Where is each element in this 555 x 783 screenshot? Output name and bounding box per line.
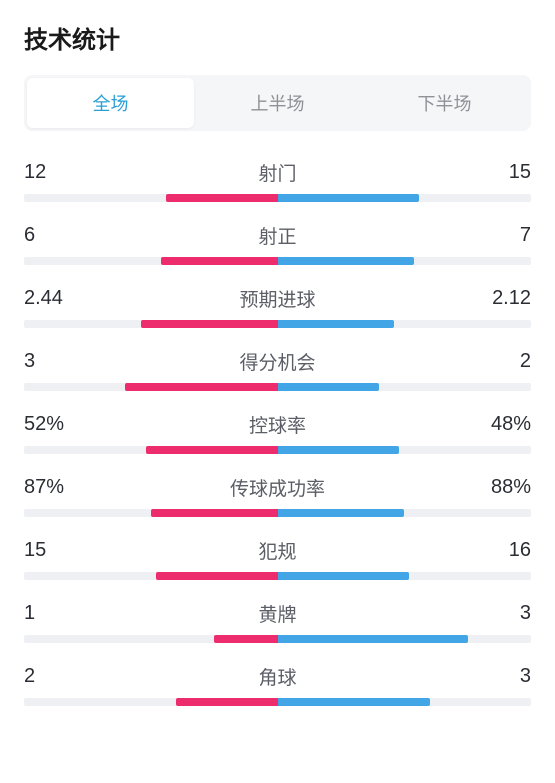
stat-row: 12射门15 bbox=[24, 159, 531, 202]
stat-label: 预期进球 bbox=[84, 285, 471, 312]
stat-bar bbox=[24, 257, 531, 265]
stat-right-value: 3 bbox=[471, 665, 531, 688]
stat-label: 角球 bbox=[84, 663, 471, 690]
stat-header: 12射门15 bbox=[24, 159, 531, 186]
stat-label: 控球率 bbox=[84, 411, 471, 438]
stat-row: 2角球3 bbox=[24, 663, 531, 706]
stat-label: 射门 bbox=[84, 159, 471, 186]
stat-header: 2.44预期进球2.12 bbox=[24, 285, 531, 312]
stat-bar-left bbox=[156, 572, 278, 580]
stats-list: 12射门156射正72.44预期进球2.123得分机会252%控球率48%87%… bbox=[24, 159, 531, 706]
page-title: 技术统计 bbox=[24, 20, 531, 55]
stat-bar-left bbox=[141, 320, 278, 328]
stat-header: 2角球3 bbox=[24, 663, 531, 690]
stat-bar-left bbox=[151, 509, 278, 517]
stat-label: 传球成功率 bbox=[84, 474, 471, 501]
stat-left-value: 12 bbox=[24, 161, 84, 184]
stat-left-value: 2.44 bbox=[24, 287, 84, 310]
stat-bar-left bbox=[166, 194, 278, 202]
stat-bar-right bbox=[278, 383, 379, 391]
stat-left-value: 52% bbox=[24, 413, 84, 436]
stat-header: 3得分机会2 bbox=[24, 348, 531, 375]
stat-bar-right bbox=[278, 635, 468, 643]
stat-left-value: 15 bbox=[24, 539, 84, 562]
stat-right-value: 7 bbox=[471, 224, 531, 247]
stat-header: 6射正7 bbox=[24, 222, 531, 249]
stat-bar bbox=[24, 509, 531, 517]
stat-bar bbox=[24, 320, 531, 328]
stat-row: 6射正7 bbox=[24, 222, 531, 265]
stat-bar-left bbox=[161, 257, 278, 265]
stat-bar-right bbox=[278, 572, 410, 580]
stat-bar bbox=[24, 383, 531, 391]
stat-row: 15犯规16 bbox=[24, 537, 531, 580]
stat-left-value: 3 bbox=[24, 350, 84, 373]
stat-label: 射正 bbox=[84, 222, 471, 249]
stat-bar-left bbox=[214, 635, 277, 643]
stat-right-value: 2.12 bbox=[471, 287, 531, 310]
stat-bar bbox=[24, 635, 531, 643]
tab-full[interactable]: 全场 bbox=[27, 78, 194, 128]
stat-row: 3得分机会2 bbox=[24, 348, 531, 391]
stat-bar-right bbox=[278, 509, 405, 517]
stat-right-value: 3 bbox=[471, 602, 531, 625]
stat-header: 15犯规16 bbox=[24, 537, 531, 564]
stat-left-value: 6 bbox=[24, 224, 84, 247]
stat-left-value: 1 bbox=[24, 602, 84, 625]
stat-bar-right bbox=[278, 446, 400, 454]
tab-first-half[interactable]: 上半场 bbox=[194, 78, 361, 128]
stat-row: 52%控球率48% bbox=[24, 411, 531, 454]
stat-bar bbox=[24, 572, 531, 580]
stat-right-value: 88% bbox=[471, 476, 531, 499]
stat-right-value: 48% bbox=[471, 413, 531, 436]
stat-bar bbox=[24, 698, 531, 706]
stat-bar-right bbox=[278, 320, 395, 328]
stat-right-value: 16 bbox=[471, 539, 531, 562]
stat-label: 黄牌 bbox=[84, 600, 471, 627]
stat-row: 87%传球成功率88% bbox=[24, 474, 531, 517]
tab-second-half[interactable]: 下半场 bbox=[361, 78, 528, 128]
stat-bar-right bbox=[278, 194, 420, 202]
stat-left-value: 87% bbox=[24, 476, 84, 499]
stat-right-value: 15 bbox=[471, 161, 531, 184]
period-tabs: 全场 上半场 下半场 bbox=[24, 75, 531, 131]
stat-left-value: 2 bbox=[24, 665, 84, 688]
stat-label: 得分机会 bbox=[84, 348, 471, 375]
stat-bar bbox=[24, 446, 531, 454]
stat-bar-right bbox=[278, 257, 415, 265]
stat-header: 1黄牌3 bbox=[24, 600, 531, 627]
stat-row: 1黄牌3 bbox=[24, 600, 531, 643]
stat-header: 52%控球率48% bbox=[24, 411, 531, 438]
stat-bar-left bbox=[146, 446, 278, 454]
stat-bar bbox=[24, 194, 531, 202]
stat-bar-right bbox=[278, 698, 430, 706]
stat-row: 2.44预期进球2.12 bbox=[24, 285, 531, 328]
stat-bar-left bbox=[176, 698, 277, 706]
stat-bar-left bbox=[125, 383, 277, 391]
stat-header: 87%传球成功率88% bbox=[24, 474, 531, 501]
stat-right-value: 2 bbox=[471, 350, 531, 373]
stat-label: 犯规 bbox=[84, 537, 471, 564]
